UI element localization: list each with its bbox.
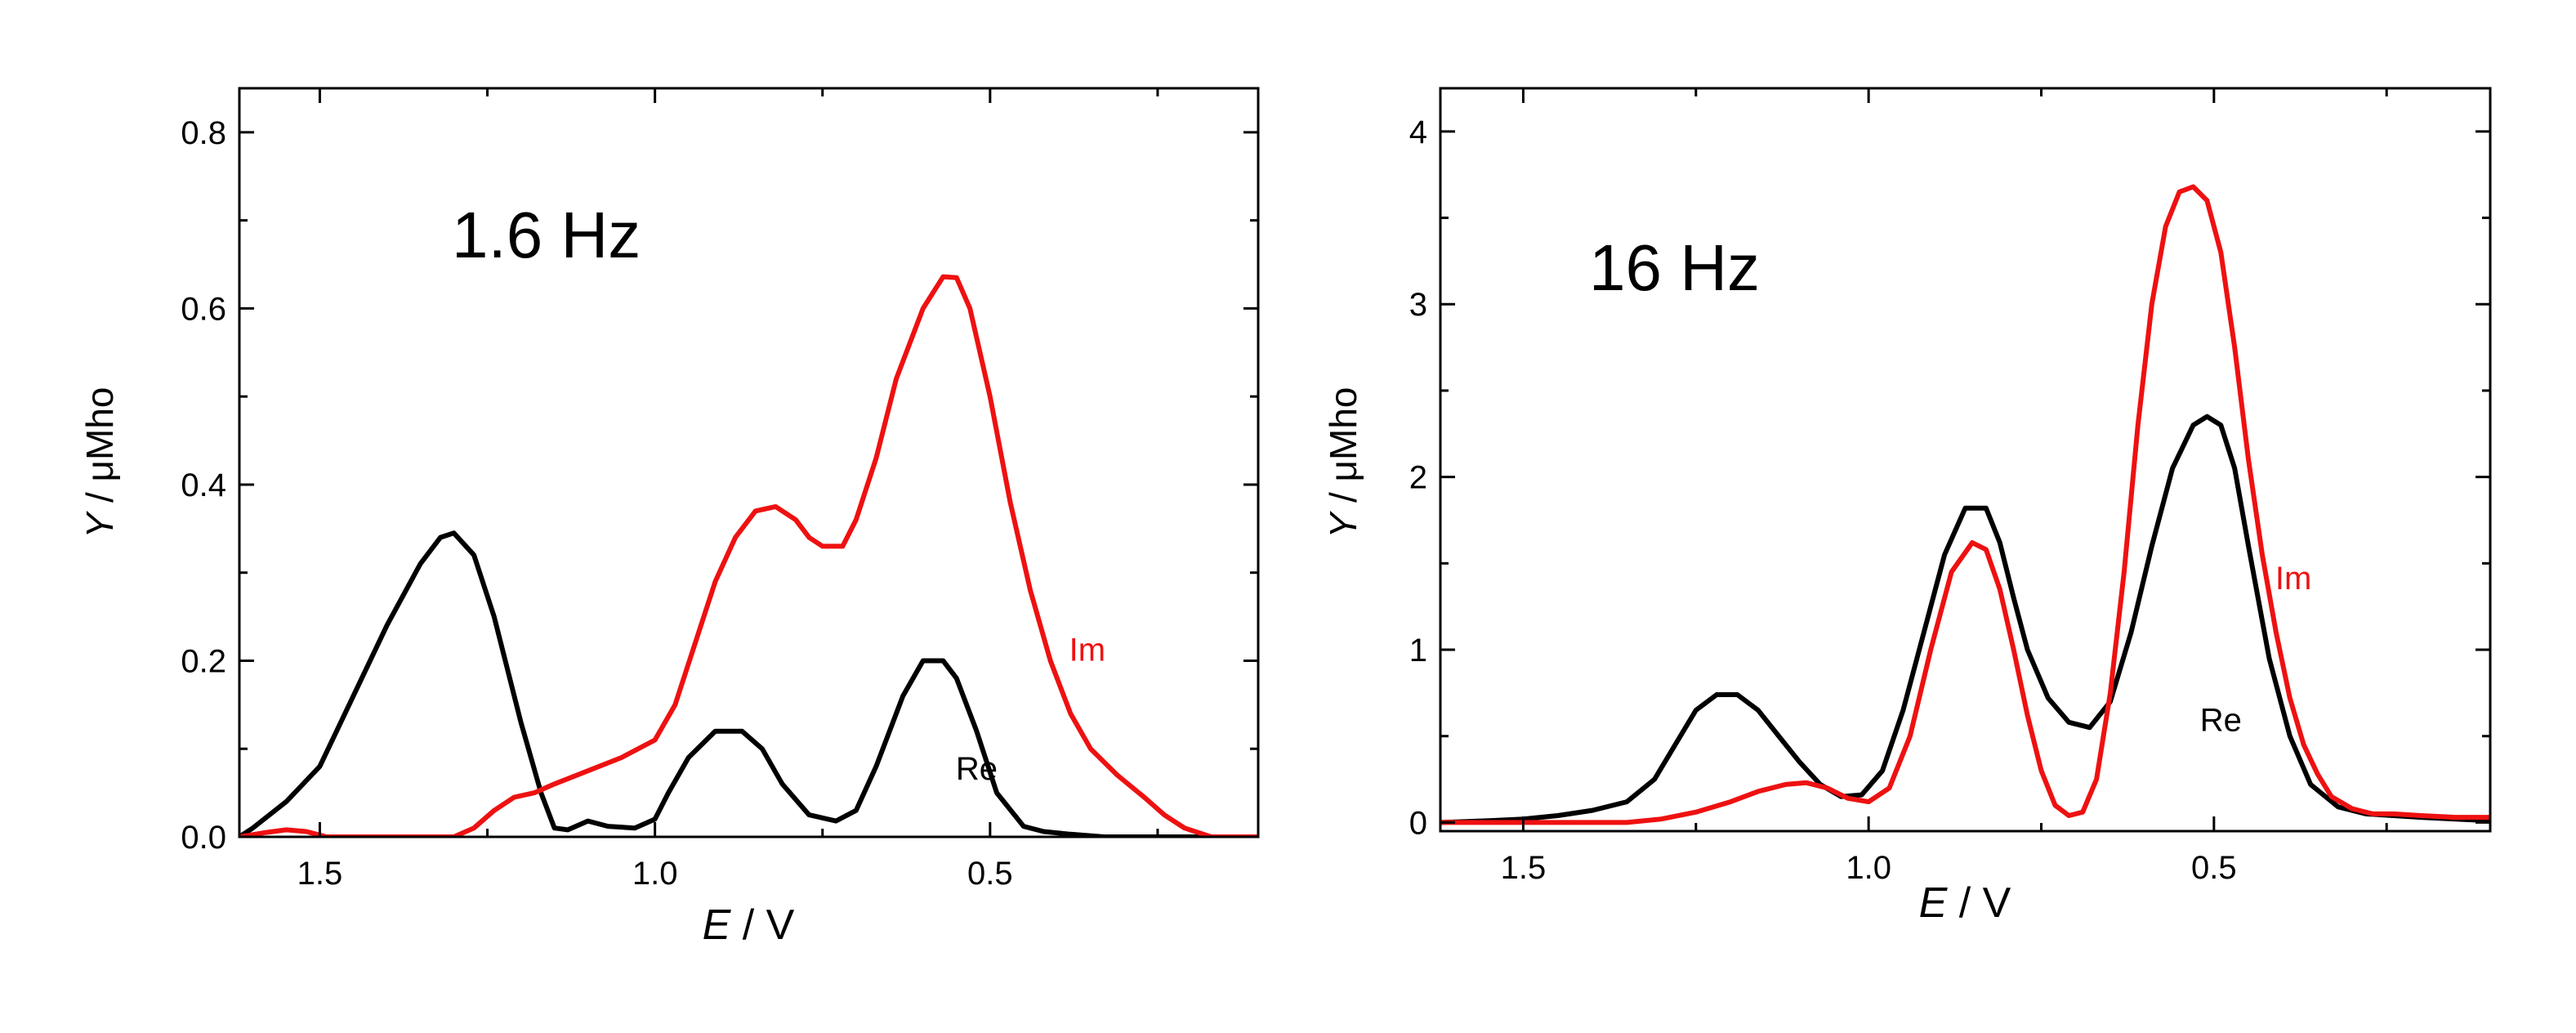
series-re-label: Re bbox=[956, 751, 998, 787]
series-im-label: Im bbox=[2275, 561, 2311, 597]
panel-1-6hz: 1.5 1.0 0.5 0.0 0.2 0.4 0.6 0.8 1.6 Hz E / V Y … bbox=[78, 87, 1260, 949]
series-im-line bbox=[239, 274, 1258, 837]
x-tick-label: 1.5 bbox=[297, 856, 343, 892]
y-tick-label: 0 bbox=[1409, 805, 1427, 841]
tick-group: 1.5 1.0 0.5 0.0 0.2 0.4 0.6 0.8 bbox=[181, 88, 1258, 892]
x-axis-label: E / V bbox=[1919, 879, 2011, 927]
panel-16hz: 1.5 1.0 0.5 0 1 2 3 4 16 Hz E / V Y / μMho Re Im bbox=[1322, 87, 2492, 927]
y-axis-label-symbol: Y bbox=[1322, 511, 1364, 539]
x-tick-label: 1.0 bbox=[632, 856, 678, 892]
plot-frame bbox=[1439, 87, 2492, 833]
y-axis-label-symbol: Y bbox=[78, 511, 121, 539]
series-group bbox=[1440, 184, 2490, 825]
panel-annotation: 16 Hz bbox=[1589, 231, 1760, 304]
tick-group: 1.5 1.0 0.5 0 1 2 3 4 bbox=[1409, 88, 2490, 886]
y-tick-label: 0.2 bbox=[181, 643, 226, 679]
x-tick-label: 0.5 bbox=[2191, 850, 2237, 886]
panel-annotation: 1.6 Hz bbox=[452, 199, 641, 271]
y-axis-label: Y / μMho bbox=[1322, 387, 1364, 538]
x-tick-label: 1.0 bbox=[1846, 850, 1891, 886]
x-tick-label: 0.5 bbox=[967, 856, 1013, 892]
y-tick-label: 0.0 bbox=[181, 820, 226, 856]
y-tick-label: 4 bbox=[1409, 114, 1427, 150]
series-lines bbox=[239, 274, 1258, 837]
series-group bbox=[239, 274, 1258, 837]
series-lines bbox=[1440, 184, 2490, 825]
y-tick-label: 1 bbox=[1409, 633, 1427, 669]
x-axis-label: E / V bbox=[703, 901, 795, 949]
y-tick-label: 0.8 bbox=[181, 115, 226, 151]
x-axis-label-symbol: E bbox=[703, 901, 732, 949]
x-axis-label-unit: / V bbox=[1947, 879, 2011, 927]
y-tick-label: 3 bbox=[1409, 287, 1427, 323]
y-tick-label: 0.6 bbox=[181, 291, 226, 327]
y-axis-label-unit: / μMho bbox=[78, 387, 121, 512]
series-re-label: Re bbox=[2200, 702, 2242, 738]
series-im-line bbox=[1440, 184, 2490, 825]
y-tick-label: 2 bbox=[1409, 460, 1427, 496]
x-axis-label-unit: / V bbox=[730, 901, 794, 949]
plot-frame bbox=[238, 87, 1260, 838]
x-tick-label: 1.5 bbox=[1501, 850, 1547, 886]
y-axis-label-unit: / μMho bbox=[1322, 387, 1364, 512]
series-re-line bbox=[239, 530, 1258, 837]
y-tick-label: 0.4 bbox=[181, 467, 226, 503]
series-re-line bbox=[1440, 414, 2490, 825]
series-im-label: Im bbox=[1069, 632, 1105, 668]
x-axis-label-symbol: E bbox=[1919, 879, 1949, 927]
y-axis-label: Y / μMho bbox=[78, 387, 121, 538]
